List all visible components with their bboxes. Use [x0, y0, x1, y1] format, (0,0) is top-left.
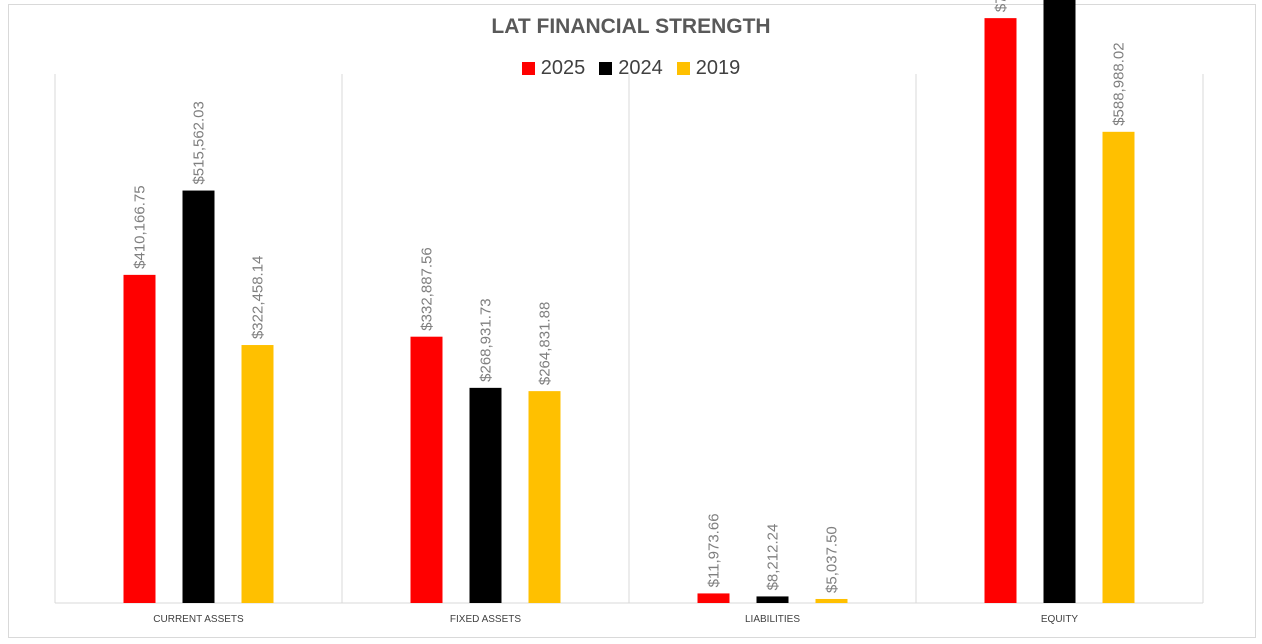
legend-item-2025: 2025 — [521, 57, 586, 80]
data-label: $264,831.88 — [537, 302, 554, 385]
bar-2025-1 — [410, 336, 443, 603]
data-label: $410,166.75 — [132, 185, 149, 268]
data-label: $515,562.03 — [191, 101, 208, 184]
data-label: $332,887.56 — [419, 247, 436, 330]
data-label: $322,458.14 — [250, 256, 267, 339]
bar-2025-3 — [984, 18, 1017, 603]
legend: 2025 2024 2019 — [0, 57, 1262, 80]
legend-label: 2024 — [618, 57, 663, 79]
data-label: $731,080.65 — [993, 0, 1010, 12]
bar-2019-1 — [528, 391, 561, 603]
legend-item-2019: 2019 — [676, 57, 741, 80]
data-label: $8,212.24 — [765, 524, 782, 591]
bar-2025-0 — [123, 274, 156, 603]
x-tick-label: LIABILITIES — [745, 614, 800, 625]
legend-label: 2025 — [540, 57, 586, 79]
x-tick-label: CURRENT ASSETS — [153, 614, 244, 625]
chart-title: LAT FINANCIAL STRENGTH — [491, 15, 771, 38]
legend-label: 2019 — [695, 57, 741, 79]
bar-2019-0 — [241, 345, 274, 603]
bar-2024-0 — [182, 190, 215, 604]
legend-swatch — [676, 62, 690, 75]
legend-swatch — [599, 62, 613, 75]
bar-2024-3 — [1043, 0, 1076, 603]
bar-2025-2 — [697, 593, 730, 603]
legend-item-2024: 2024 — [599, 57, 663, 80]
x-tick-label: EQUITY — [1041, 614, 1079, 625]
bar-2024-1 — [469, 387, 502, 603]
data-label: $268,931.73 — [478, 298, 495, 381]
bar-2019-2 — [815, 598, 848, 603]
data-label: $11,973.66 — [706, 513, 723, 587]
bar-2019-3 — [1102, 131, 1135, 604]
legend-swatch — [521, 62, 535, 75]
data-label: $5,037.50 — [824, 526, 841, 593]
x-tick-label: FIXED ASSETS — [450, 614, 521, 625]
bar-2024-2 — [756, 596, 789, 603]
data-label: $588,988.02 — [1111, 42, 1128, 125]
